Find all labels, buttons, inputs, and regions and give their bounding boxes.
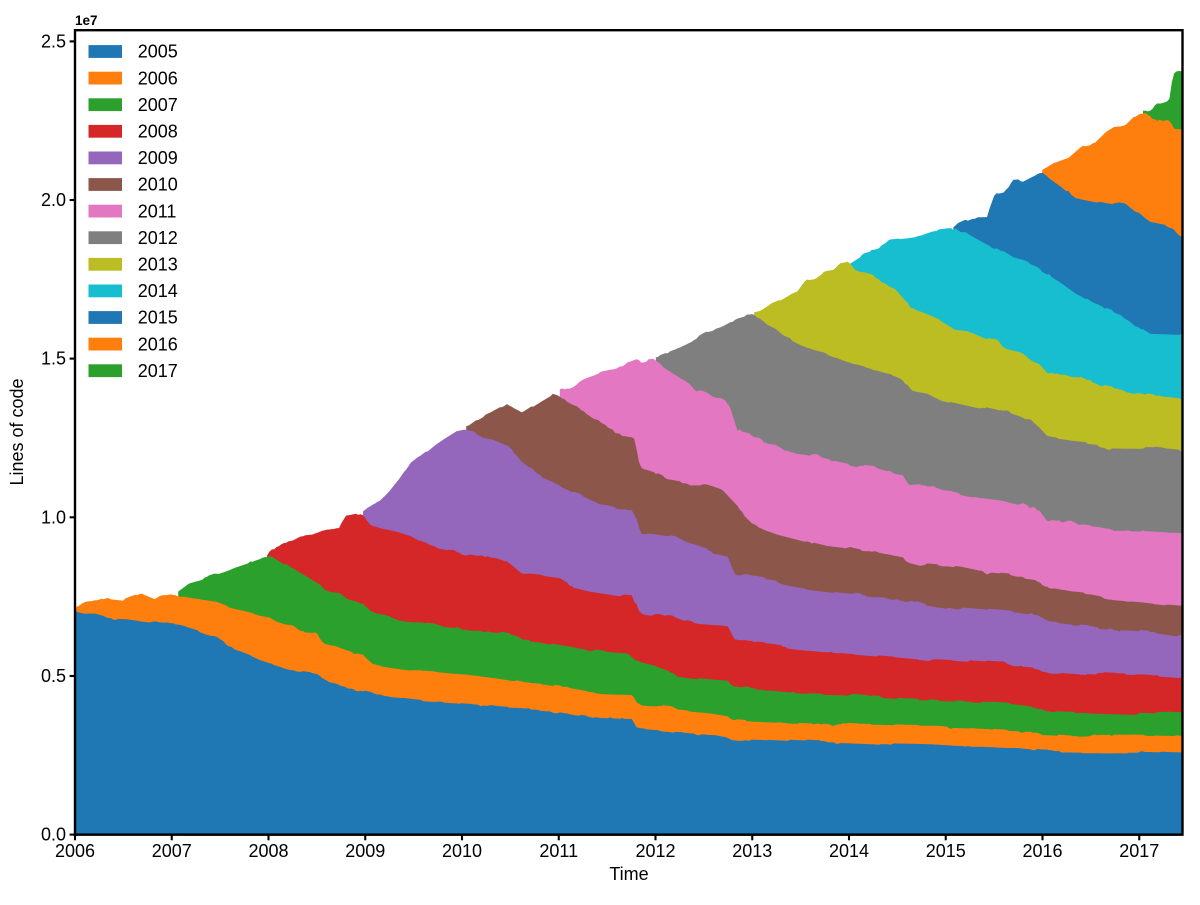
svg-text:1e7: 1e7: [75, 13, 98, 28]
svg-text:2009: 2009: [138, 148, 178, 168]
svg-text:2013: 2013: [732, 841, 772, 861]
svg-text:2011: 2011: [539, 841, 578, 861]
svg-text:0.0: 0.0: [41, 825, 66, 845]
svg-text:2012: 2012: [138, 228, 178, 248]
svg-text:Lines of code: Lines of code: [7, 378, 27, 485]
svg-text:2010: 2010: [442, 841, 482, 861]
svg-text:2011: 2011: [138, 201, 177, 221]
svg-text:2.0: 2.0: [41, 190, 66, 210]
svg-text:Time: Time: [609, 864, 648, 884]
svg-text:2015: 2015: [926, 841, 966, 861]
svg-text:2010: 2010: [138, 175, 178, 195]
svg-text:2017: 2017: [138, 361, 178, 381]
svg-text:1.0: 1.0: [41, 507, 66, 527]
svg-text:2007: 2007: [152, 841, 192, 861]
svg-text:2014: 2014: [829, 841, 869, 861]
svg-text:2005: 2005: [138, 42, 178, 62]
svg-text:2007: 2007: [138, 95, 178, 115]
svg-text:2015: 2015: [138, 308, 178, 328]
svg-text:2017: 2017: [1119, 841, 1159, 861]
svg-text:2006: 2006: [138, 68, 178, 88]
svg-text:2008: 2008: [248, 841, 288, 861]
svg-text:0.5: 0.5: [41, 666, 66, 686]
svg-text:2006: 2006: [55, 841, 95, 861]
svg-text:2008: 2008: [138, 122, 178, 142]
svg-text:2009: 2009: [345, 841, 385, 861]
svg-text:2016: 2016: [138, 334, 178, 354]
svg-text:2016: 2016: [1022, 841, 1062, 861]
svg-text:1.5: 1.5: [41, 349, 66, 369]
svg-text:2013: 2013: [138, 255, 178, 275]
svg-text:2014: 2014: [138, 281, 178, 301]
svg-text:2012: 2012: [635, 841, 675, 861]
svg-text:2.5: 2.5: [41, 31, 66, 51]
